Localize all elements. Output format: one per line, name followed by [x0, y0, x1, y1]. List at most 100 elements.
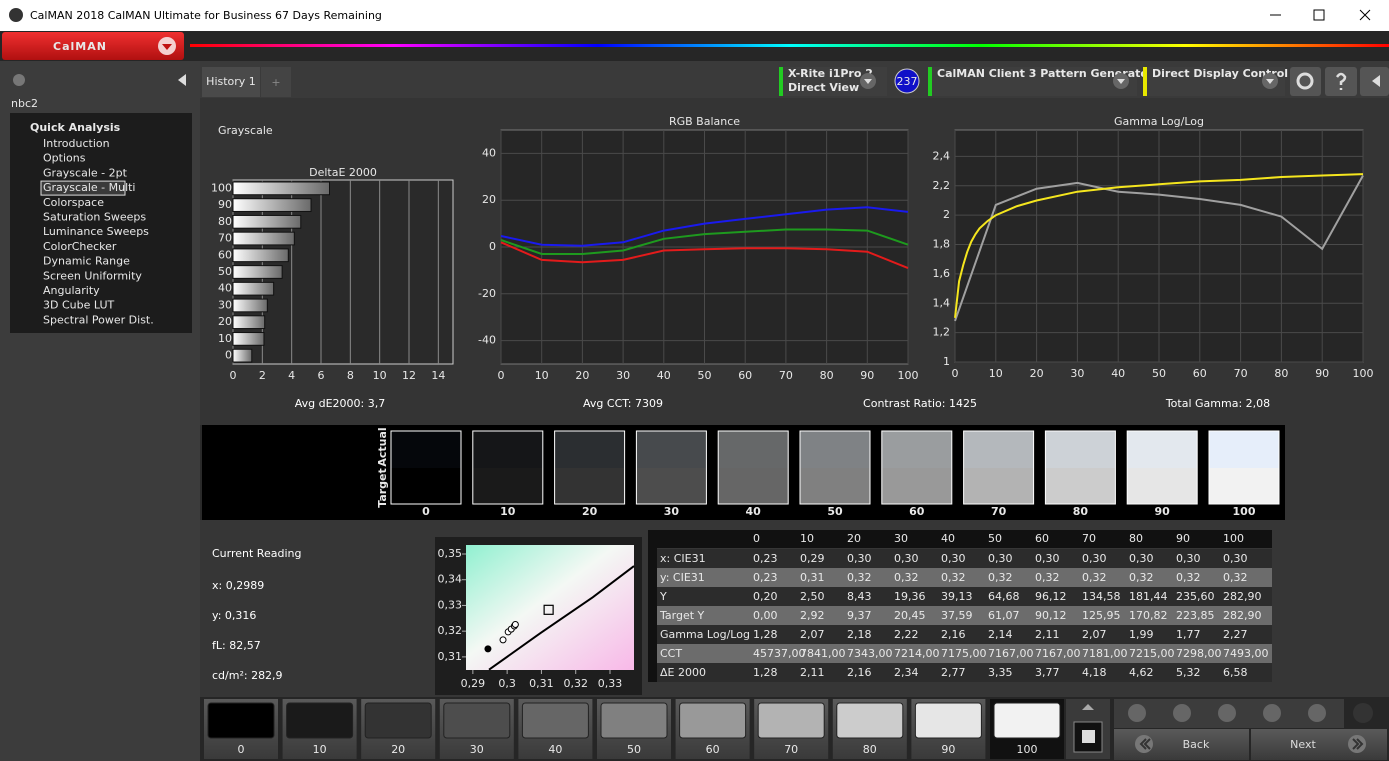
x-tick-label: 70 — [779, 369, 793, 382]
device-box[interactable] — [928, 67, 1137, 96]
table-cell: 0,20 — [753, 590, 778, 603]
table-cell: 0,32 — [1035, 571, 1060, 584]
tree-item[interactable]: Colorspace — [43, 196, 104, 209]
window-title: CalMAN 2018 CalMAN Ultimate for Business… — [30, 9, 382, 22]
swatch-label: 0 — [422, 505, 430, 518]
reading-value: x: 0,2989 — [212, 579, 264, 592]
logo-box — [2, 32, 184, 60]
bar — [232, 198, 312, 212]
y-tick-label: 20 — [482, 193, 496, 206]
table-cell: 1,77 — [1176, 628, 1201, 641]
table-cell: 2,11 — [800, 666, 825, 679]
table-cell: 0,31 — [800, 571, 825, 584]
data-line — [954, 173, 1364, 319]
target-swatch — [554, 468, 625, 504]
table-cell: 20,45 — [894, 609, 926, 622]
device-box[interactable] — [1143, 67, 1285, 96]
x-tick-label: 20 — [575, 369, 589, 382]
tree-item[interactable]: ColorChecker — [43, 240, 117, 253]
column-header: 60 — [1035, 532, 1049, 545]
x-tick-label: 50 — [698, 369, 712, 382]
y-tick-label: 20 — [218, 315, 232, 328]
tree-item[interactable]: Grayscale - 2pt — [43, 166, 128, 179]
column-header: 90 — [1176, 532, 1190, 545]
column-header: 80 — [1129, 532, 1143, 545]
table-cell: 96,12 — [1035, 590, 1067, 603]
tree-item[interactable]: Saturation Sweeps — [43, 211, 146, 224]
row-label: ΔE 2000 — [660, 666, 706, 679]
table-cell: 6,58 — [1223, 666, 1248, 679]
table-cell: 4,62 — [1129, 666, 1154, 679]
y-tick-label: 1 — [943, 355, 950, 368]
column-header: 20 — [847, 532, 861, 545]
swatch-border — [799, 430, 871, 505]
actual-swatch — [391, 431, 461, 468]
tree-item[interactable]: 3D Cube LUT — [43, 299, 114, 312]
table-cell: 61,07 — [988, 609, 1020, 622]
tree-item[interactable]: Introduction — [43, 137, 110, 150]
panel-arrow — [1372, 75, 1380, 87]
x-tick-label: 40 — [1111, 367, 1125, 380]
frame-button[interactable] — [1218, 704, 1236, 722]
y-tick-label: 1,2 — [933, 326, 951, 339]
y-tick-label: 50 — [218, 265, 232, 278]
target-point — [543, 604, 554, 615]
bar — [232, 348, 253, 363]
row-label: x: CIE31 — [660, 552, 706, 565]
swatch-label: 20 — [582, 505, 598, 518]
level-swatch — [443, 702, 511, 739]
dropdown-arrow — [1117, 79, 1125, 84]
collapse-arrow[interactable] — [178, 74, 186, 86]
table-cell: 4,18 — [1082, 666, 1107, 679]
bar — [232, 214, 302, 229]
profile-name: nbc2 — [11, 97, 38, 110]
tree-item[interactable]: Grayscale - Multi — [43, 181, 136, 194]
next-label: Next — [1290, 738, 1316, 751]
level-swatch — [207, 702, 275, 739]
x-tick-label: 70 — [1234, 367, 1248, 380]
target-swatch — [881, 468, 952, 504]
bar — [232, 181, 331, 196]
target-swatch — [718, 468, 789, 504]
y-tick-label: 0,34 — [438, 573, 463, 586]
table-cell: 7343,00 — [847, 647, 893, 660]
measured-point — [499, 636, 507, 644]
maximize[interactable] — [1313, 9, 1325, 21]
back-button[interactable] — [1114, 729, 1249, 760]
record-button[interactable] — [1128, 704, 1146, 722]
x-tick-label: 4 — [288, 369, 295, 382]
stop-icon — [1082, 730, 1095, 743]
play-button[interactable] — [1173, 704, 1191, 722]
settings-button[interactable] — [1290, 67, 1321, 96]
up-arrow[interactable] — [1082, 704, 1094, 710]
table-cell: 0,32 — [1176, 571, 1201, 584]
tree-item[interactable]: Options — [43, 152, 86, 165]
tree-item[interactable]: Spectral Power Dist. — [43, 313, 154, 326]
close[interactable] — [1359, 9, 1371, 21]
table-cell: 2,11 — [1035, 628, 1060, 641]
table-row — [657, 644, 1272, 663]
tree-item[interactable]: Dynamic Range — [43, 255, 130, 268]
table-cell: 1,28 — [753, 666, 778, 679]
row-label: y: CIE31 — [660, 571, 705, 584]
x-tick-label: 80 — [1274, 367, 1288, 380]
column-header: 10 — [800, 532, 814, 545]
tree-item[interactable]: Angularity — [43, 284, 100, 297]
table-cell: 170,82 — [1129, 609, 1168, 622]
tree-item[interactable]: Luminance Sweeps — [43, 225, 149, 238]
table-cell: 37,59 — [941, 609, 973, 622]
rainbow-line — [190, 44, 1389, 47]
x-tick-label: 40 — [657, 369, 671, 382]
logo-text: CalMAN — [53, 40, 107, 53]
new-tab[interactable] — [261, 67, 291, 97]
bar — [232, 231, 295, 246]
actual-swatch — [881, 431, 952, 468]
loop-button[interactable] — [1263, 704, 1281, 722]
tree-item[interactable]: Screen Uniformity — [43, 269, 142, 282]
tab[interactable] — [202, 67, 260, 97]
table-cell: 181,44 — [1129, 590, 1168, 603]
refresh-button[interactable] — [1308, 704, 1326, 722]
next-button[interactable] — [1251, 729, 1387, 760]
row-label: Y — [659, 590, 667, 603]
swatch-border — [472, 430, 544, 505]
